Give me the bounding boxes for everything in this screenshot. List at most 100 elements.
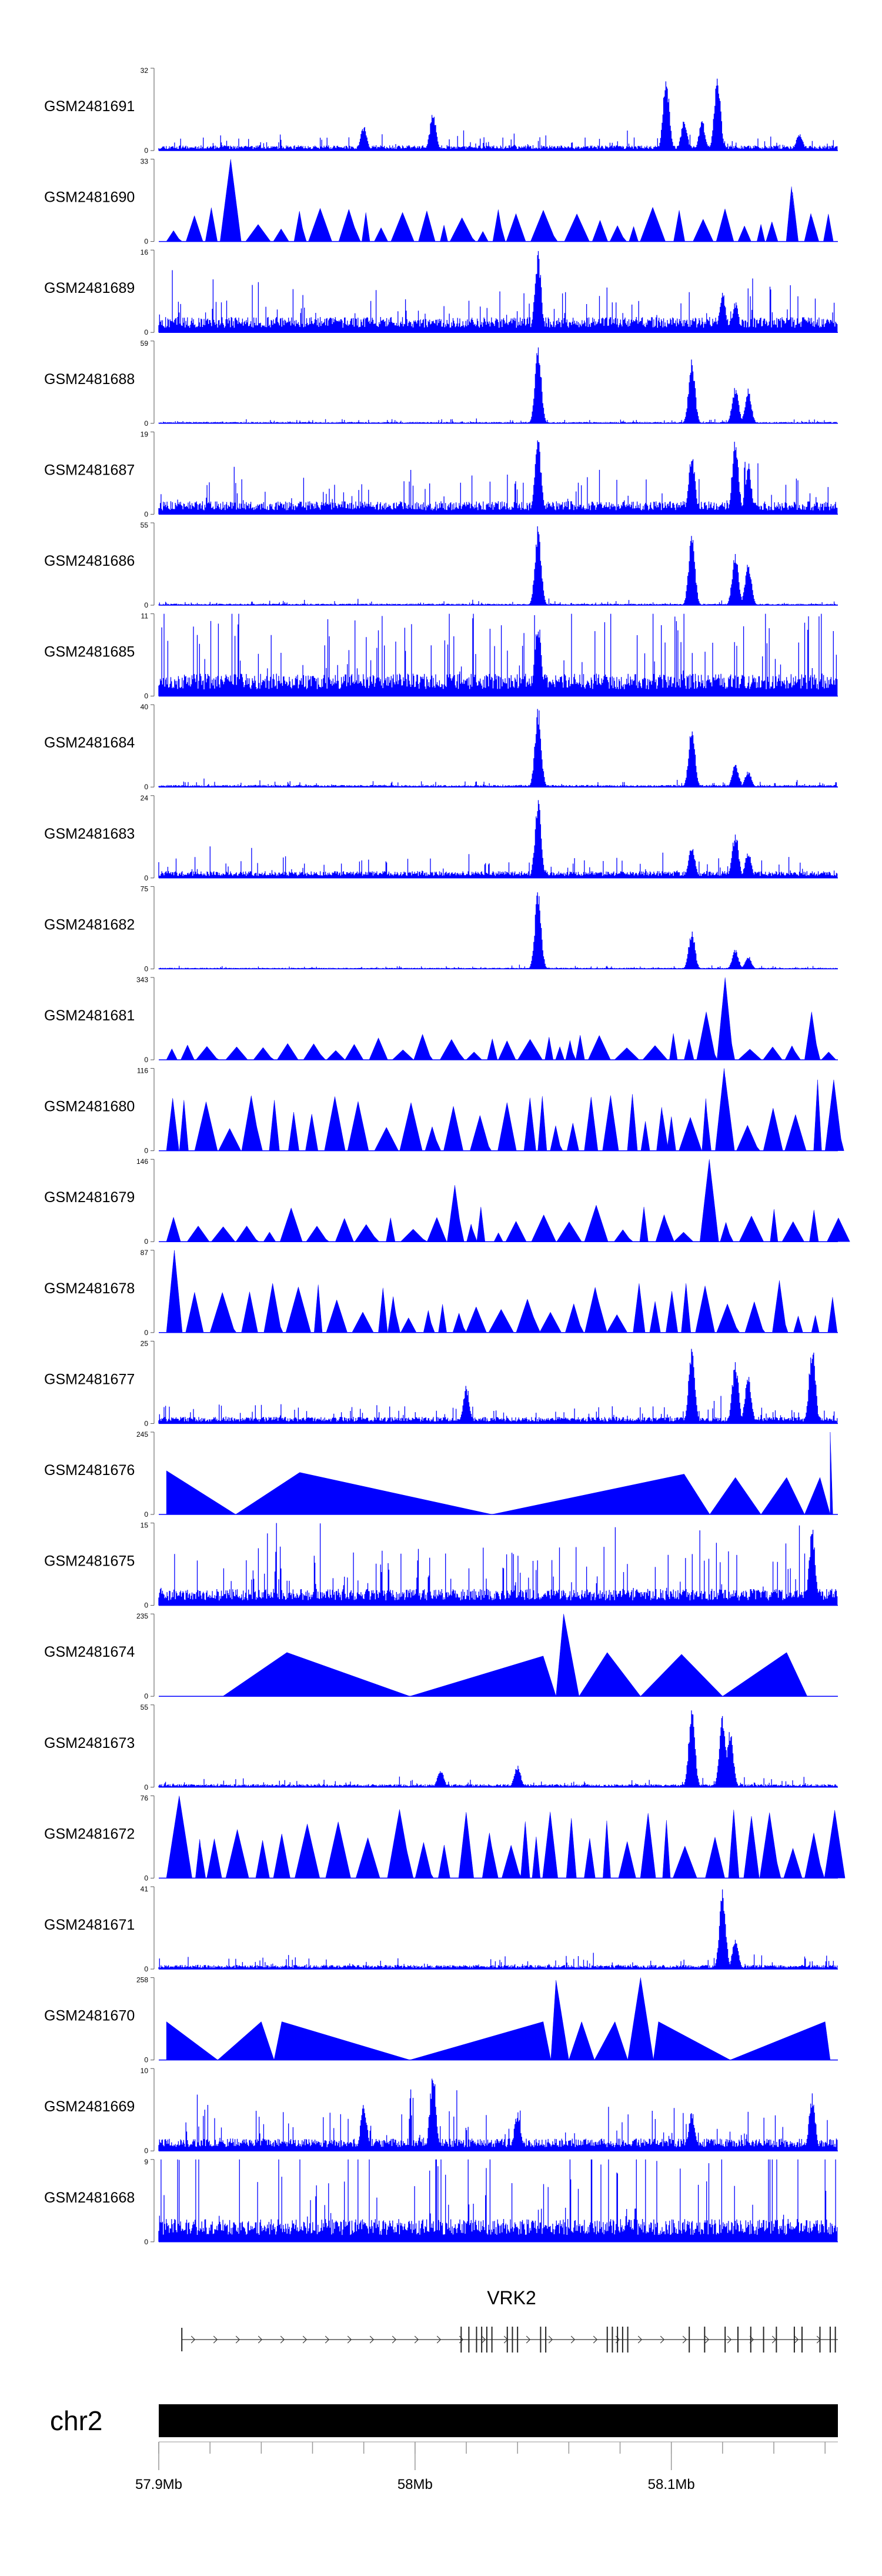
- coverage-signal: [222, 1614, 808, 1697]
- track-GSM2481671: GSM2481671 41 0: [44, 1885, 838, 1973]
- y-max-label: 116: [137, 1067, 148, 1075]
- coverage-tracks: GSM2481691320GSM2481690330GSM2481689160G…: [44, 66, 850, 2246]
- track-label: GSM2481681: [44, 1007, 135, 1024]
- strand-arrow: [637, 2335, 643, 2344]
- y-min-label: 0: [144, 2147, 148, 2155]
- y-min-label: 0: [144, 1874, 148, 1882]
- y-max-label: 55: [141, 1703, 149, 1711]
- track-label: GSM2481680: [44, 1099, 135, 1115]
- track-label: GSM2481677: [44, 1371, 135, 1387]
- y-max-label: 146: [136, 1157, 148, 1166]
- strand-arrow: [660, 2335, 665, 2344]
- track-label: GSM2481679: [44, 1189, 135, 1206]
- track-label: GSM2481674: [44, 1644, 135, 1660]
- y-max-label: 11: [141, 612, 149, 620]
- y-min-label: 0: [144, 510, 148, 518]
- y-min-label: 0: [144, 1147, 148, 1155]
- gene-model: VRK2: [181, 2287, 838, 2353]
- y-max-label: 19: [141, 430, 149, 438]
- strand-arrow: [392, 2335, 397, 2344]
- track-GSM2481688: GSM2481688 59 0: [44, 339, 838, 428]
- y-min-label: 0: [144, 1329, 148, 1337]
- y-max-label: 25: [141, 1339, 149, 1347]
- coverage-signal: [159, 1250, 838, 1333]
- y-min-label: 0: [144, 1056, 148, 1064]
- coverage-signal: [158, 2078, 838, 2151]
- y-min-label: 0: [144, 2056, 148, 2064]
- coverage-signal: [159, 1796, 846, 1878]
- track-GSM2481676: GSM2481676 245 0: [44, 1430, 838, 1519]
- track-label: GSM2481670: [44, 2008, 135, 2024]
- y-max-label: 343: [136, 976, 148, 984]
- y-min-label: 0: [144, 1965, 148, 1973]
- track-label: GSM2481685: [44, 644, 135, 660]
- strand-arrow: [794, 2335, 799, 2344]
- axis-tick-label: 57.9Mb: [135, 2477, 182, 2492]
- strand-arrow: [436, 2335, 442, 2344]
- y-max-label: 9: [144, 2158, 148, 2166]
- strand-arrow: [771, 2335, 777, 2344]
- y-min-label: 0: [144, 874, 148, 882]
- track-label: GSM2481671: [44, 1917, 135, 1933]
- y-min-label: 0: [144, 1237, 148, 1246]
- y-max-label: 15: [141, 1521, 149, 1530]
- genomic-axis: 57.9Mb 58Mb 58.1Mb: [135, 2441, 838, 2492]
- track-label: GSM2481687: [44, 462, 135, 478]
- track-GSM2481669: GSM2481669 10 0: [44, 2067, 838, 2155]
- y-max-label: 40: [141, 703, 149, 711]
- y-max-label: 24: [141, 794, 149, 802]
- strand-arrow: [481, 2335, 486, 2344]
- y-max-label: 59: [141, 339, 149, 348]
- track-GSM2481683: GSM2481683 24 0: [44, 794, 838, 882]
- coverage-signal: [158, 2159, 838, 2242]
- track-GSM2481686: GSM2481686 55 0: [44, 521, 838, 609]
- track-label: GSM2481673: [44, 1735, 135, 1751]
- strand-arrow: [191, 2335, 196, 2344]
- track-label: GSM2481678: [44, 1280, 135, 1297]
- track-label: GSM2481684: [44, 735, 135, 751]
- track-label: GSM2481668: [44, 2190, 135, 2206]
- coverage-signal: [158, 78, 838, 151]
- coverage-signal: [166, 1432, 833, 1515]
- y-min-label: 0: [144, 2238, 148, 2246]
- track-label: GSM2481691: [44, 98, 135, 115]
- strand-arrow: [325, 2335, 330, 2344]
- track-label: GSM2481683: [44, 826, 135, 842]
- track-GSM2481682: GSM2481682 75 0: [44, 885, 838, 973]
- coverage-signal: [158, 892, 838, 969]
- track-GSM2481668: GSM2481668 9 0: [44, 2158, 838, 2246]
- chromosome-ideogram: chr2: [50, 2404, 838, 2437]
- track-GSM2481678: GSM2481678 87 0: [44, 1249, 838, 1337]
- coverage-signal: [158, 440, 838, 515]
- y-max-label: 10: [141, 2067, 149, 2075]
- track-GSM2481687: GSM2481687 19 0: [44, 430, 838, 518]
- track-GSM2481680: GSM2481680 116 0: [44, 1067, 844, 1155]
- coverage-signal: [159, 977, 838, 1060]
- strand-arrow: [258, 2335, 263, 2344]
- coverage-signal: [158, 1710, 838, 1787]
- y-min-label: 0: [144, 238, 148, 246]
- y-min-label: 0: [144, 328, 148, 336]
- coverage-signal: [158, 1349, 838, 1424]
- y-max-label: 258: [136, 1976, 148, 1984]
- strand-arrow: [727, 2335, 732, 2344]
- track-label: GSM2481669: [44, 2098, 135, 2115]
- strand-arrow: [414, 2335, 419, 2344]
- coverage-signal: [158, 1889, 838, 1969]
- track-GSM2481691: GSM2481691 32 0: [44, 66, 838, 155]
- coverage-signal: [159, 1068, 844, 1151]
- strand-arrow: [570, 2335, 576, 2344]
- track-label: GSM2481676: [44, 1462, 135, 1479]
- y-max-label: 33: [141, 158, 149, 166]
- coverage-signal: [158, 709, 838, 788]
- y-min-label: 0: [144, 601, 148, 609]
- axis-tick-label: 58Mb: [397, 2477, 433, 2492]
- y-max-label: 32: [141, 66, 149, 75]
- y-min-label: 0: [144, 1783, 148, 1791]
- coverage-signal: [159, 159, 838, 242]
- strand-arrow: [369, 2335, 375, 2344]
- track-GSM2481689: GSM2481689 16 0: [44, 248, 838, 336]
- track-GSM2481684: GSM2481684 40 0: [44, 703, 838, 791]
- coverage-signal: [158, 1523, 838, 1606]
